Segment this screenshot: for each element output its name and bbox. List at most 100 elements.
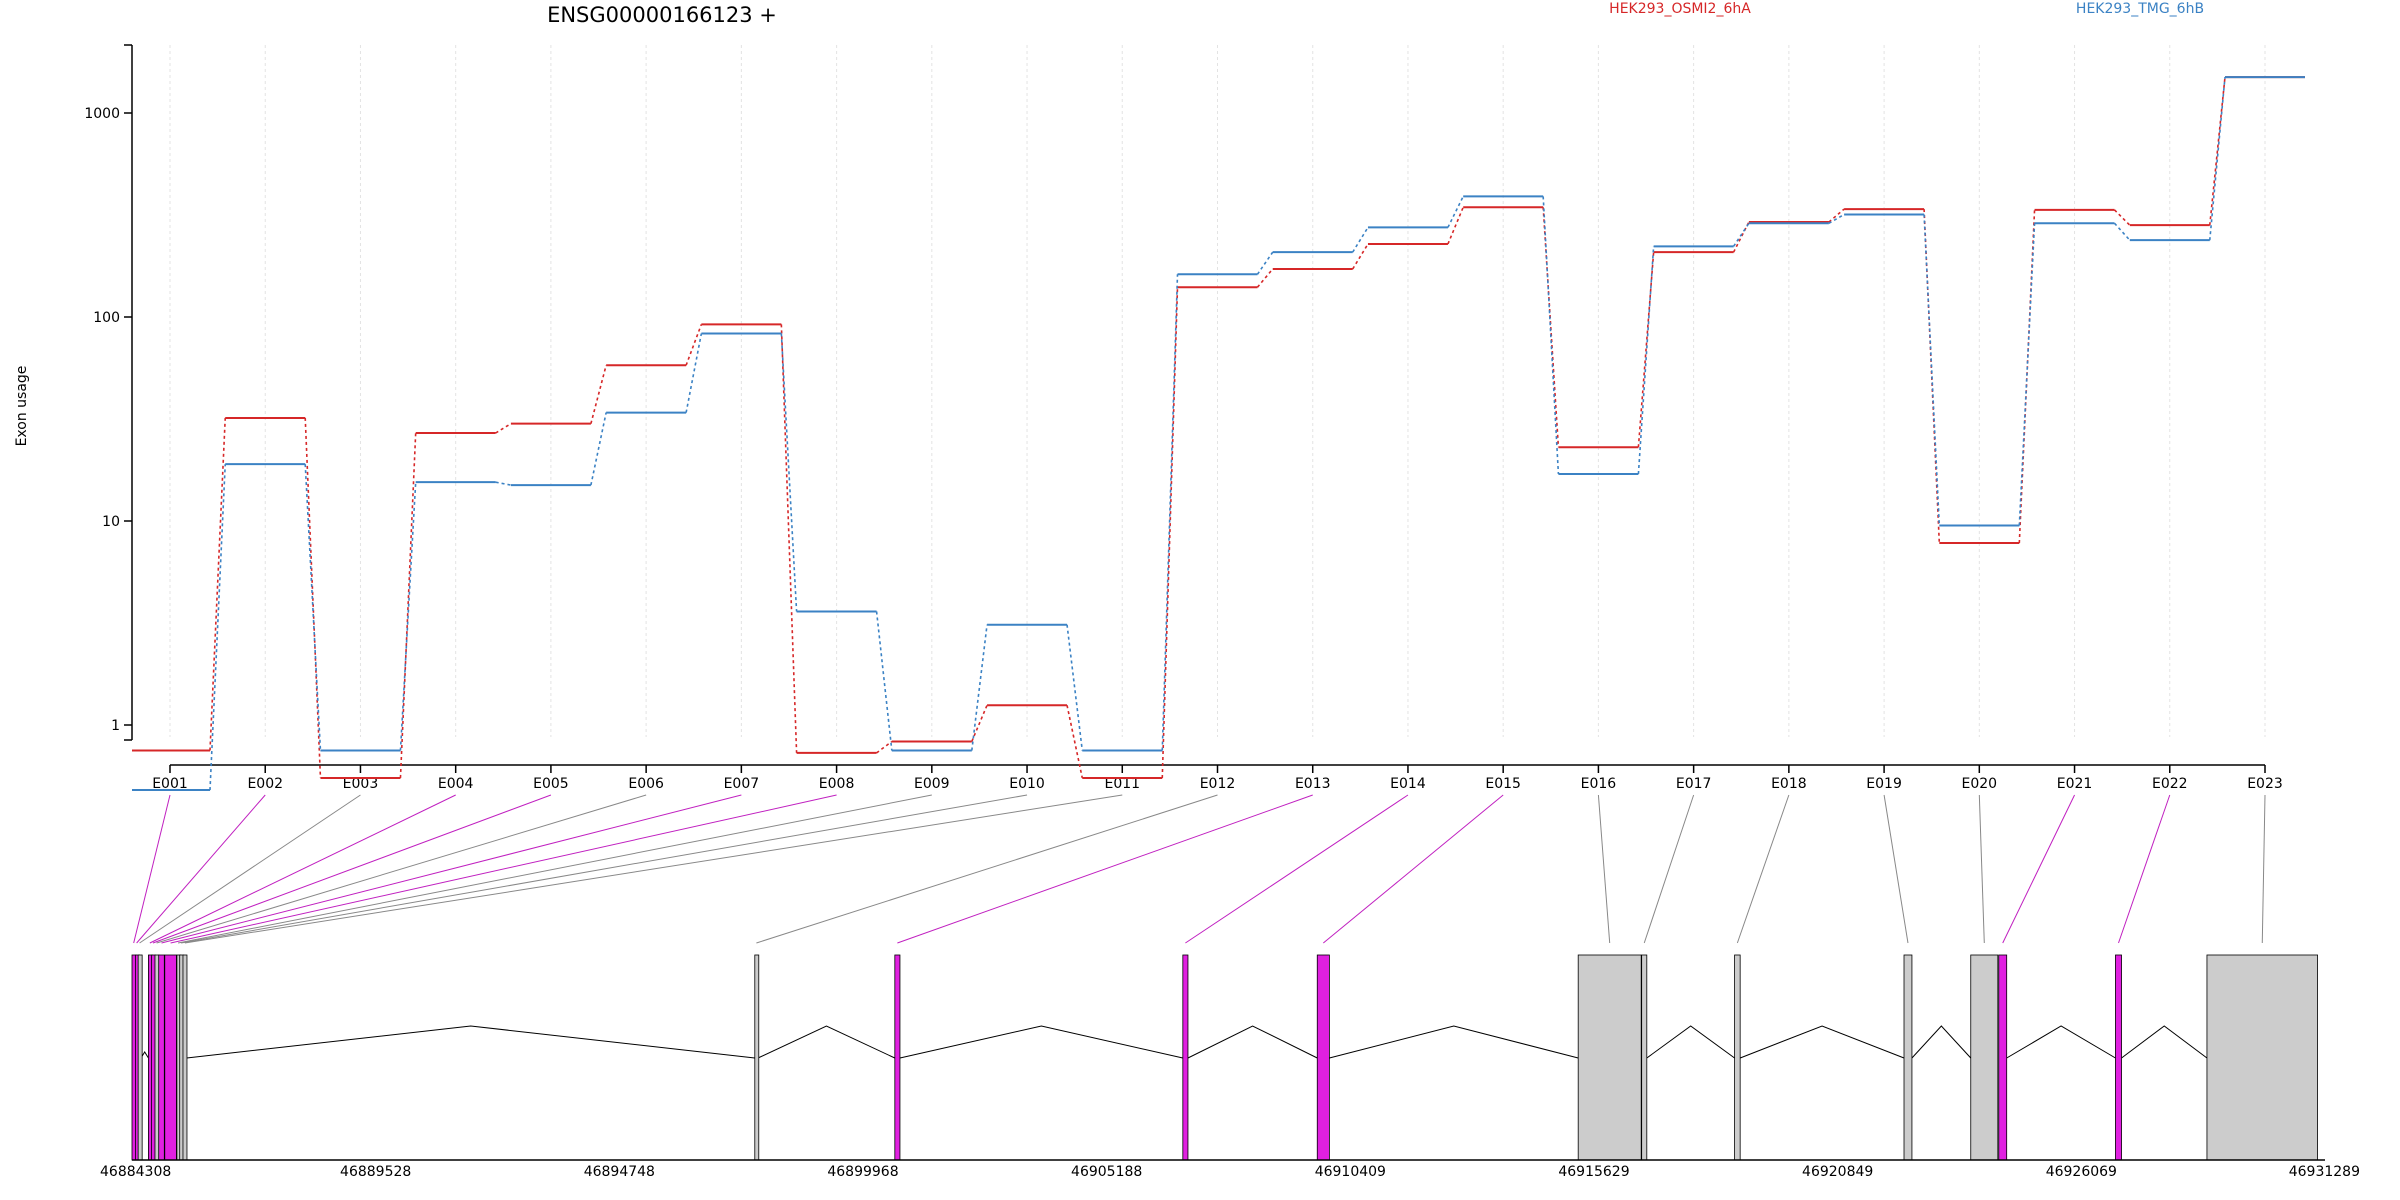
intron-11 (186, 1025, 755, 1059)
exon-box-e022 (2115, 954, 2122, 1161)
x-tick-label-e006: E006 (628, 776, 664, 792)
series-0-connector-e018 (1828, 208, 1845, 223)
connector-e002 (136, 794, 266, 944)
x-tick-label-e019: E019 (1866, 776, 1902, 792)
connector-e007 (161, 794, 742, 944)
x-tick-label-e010: E010 (1009, 776, 1045, 792)
exon-box-e013 (894, 954, 901, 1161)
intron-14 (1187, 1025, 1318, 1059)
y-tick-label-1: 1 (111, 718, 120, 734)
x-tick-label-e005: E005 (533, 776, 569, 792)
intron-22 (2121, 1025, 2208, 1059)
connector-e013 (897, 794, 1313, 944)
connector-e012 (756, 794, 1218, 944)
exon-box-e023 (2206, 954, 2318, 1161)
grid-lines (169, 45, 2266, 737)
exon-box-e014 (1182, 954, 1189, 1161)
connector-e019 (1883, 794, 1909, 944)
connector-e021 (2002, 794, 2075, 944)
y-axis: 1 10 100 1000 (84, 44, 133, 741)
series-1-connector-e016 (1637, 246, 1655, 475)
series-1-connector-e004 (495, 481, 512, 486)
genomic-tick-label-46905188: 46905188 (1071, 1164, 1142, 1180)
x-tick-label-e014: E014 (1390, 776, 1426, 792)
series-0-connector-e017 (1732, 221, 1750, 253)
series-lines (132, 76, 2305, 792)
connector-e005 (152, 794, 552, 944)
x-tick-label-e008: E008 (819, 776, 855, 792)
x-tick-label-e013: E013 (1295, 776, 1331, 792)
series-1-connector-e003 (399, 482, 417, 751)
connector-e020 (1978, 794, 1985, 944)
connector-e003 (139, 794, 361, 944)
series-0-connector-e008 (876, 740, 893, 754)
connector-e017 (1643, 794, 1695, 944)
x-tick-label-e022: E022 (2152, 776, 2188, 792)
connector-e006 (156, 794, 647, 944)
y-tick-label-100: 100 (93, 310, 120, 326)
connector-e011 (184, 794, 1123, 944)
x-tick-label-e004: E004 (438, 776, 474, 792)
series-osmi2 (132, 76, 2305, 779)
x-tick-label-e011: E011 (1104, 776, 1140, 792)
connector-e016 (1597, 794, 1611, 944)
genomic-tick-label-46889528: 46889528 (340, 1164, 411, 1180)
genomic-tick-label-46915629: 46915629 (1558, 1164, 1629, 1180)
genomic-tick-label-46920849: 46920849 (1802, 1164, 1873, 1180)
legend-entry-osmi2: HEK293_OSMI2_6hA (1609, 1, 1751, 17)
x-tick-label-e017: E017 (1676, 776, 1712, 792)
x-tick-label-e001: E001 (152, 776, 188, 792)
genomic-tick-label-46931289: 46931289 (2289, 1164, 2360, 1180)
connector-e008 (170, 794, 837, 944)
intron-12 (757, 1025, 896, 1059)
connector-e009 (177, 794, 932, 944)
genomic-tick-label-46910409: 46910409 (1315, 1164, 1386, 1180)
series-1-connector-e006 (685, 333, 703, 413)
series-0-connector-e009 (971, 704, 988, 742)
connector-e022 (2118, 794, 2171, 944)
series-0-connector-e011 (1161, 287, 1179, 778)
series-0-connector-e004 (495, 422, 512, 434)
genomic-tick-label-46899968: 46899968 (827, 1164, 898, 1180)
genomic-tick-label-46926069: 46926069 (2046, 1164, 2117, 1180)
exon-box-e007 (158, 954, 165, 1161)
series-0-connector-e014 (1447, 206, 1464, 245)
series-0-connector-e006 (685, 324, 703, 366)
intron-21 (2006, 1025, 2116, 1059)
x-tick-label-e012: E012 (1200, 776, 1236, 792)
series-1-connector-e007 (780, 333, 798, 612)
x-tick-label-e003: E003 (343, 776, 379, 792)
series-1-connector-e008 (875, 611, 893, 751)
series-0-connector-e016 (1637, 252, 1655, 448)
connector-e004 (149, 794, 456, 944)
series-tmg (132, 76, 2305, 792)
series-0-connector-e021 (2113, 209, 2131, 226)
legend-entry-tmg: HEK293_TMG_6hB (2076, 1, 2204, 17)
series-1-connector-e001 (209, 464, 227, 791)
x-tick-label-e009: E009 (914, 776, 950, 792)
exon-box-e016 (1577, 954, 1642, 1161)
series-1-connector-e019 (1923, 214, 1941, 526)
x-tick-label-e002: E002 (247, 776, 283, 792)
series-1-connector-e010 (1066, 624, 1084, 751)
exon-box-e021 (1998, 954, 2008, 1161)
series-1-connector-e015 (1542, 196, 1560, 475)
series-0-connector-e001 (209, 417, 227, 751)
intron-13 (899, 1025, 1183, 1059)
series-1-connector-e009 (971, 624, 988, 751)
intron-18 (1739, 1025, 1905, 1059)
series-0-connector-e022 (2208, 76, 2226, 226)
connector-e023 (2261, 794, 2266, 944)
series-0-connector-e013 (1352, 243, 1369, 270)
y-tick-label-1000: 1000 (84, 106, 120, 122)
connector-e015 (1323, 794, 1504, 944)
series-1-connector-e013 (1352, 226, 1369, 253)
series-0-connector-e005 (590, 365, 607, 424)
series-1-connector-e014 (1447, 196, 1464, 228)
exon-box-e011 (182, 954, 188, 1161)
exon-box-e003 (137, 954, 143, 1161)
x-tick-label-e016: E016 (1581, 776, 1617, 792)
connector-e014 (1185, 794, 1409, 944)
series-0-connector-e015 (1542, 207, 1560, 448)
exon-box-e008 (164, 954, 177, 1161)
